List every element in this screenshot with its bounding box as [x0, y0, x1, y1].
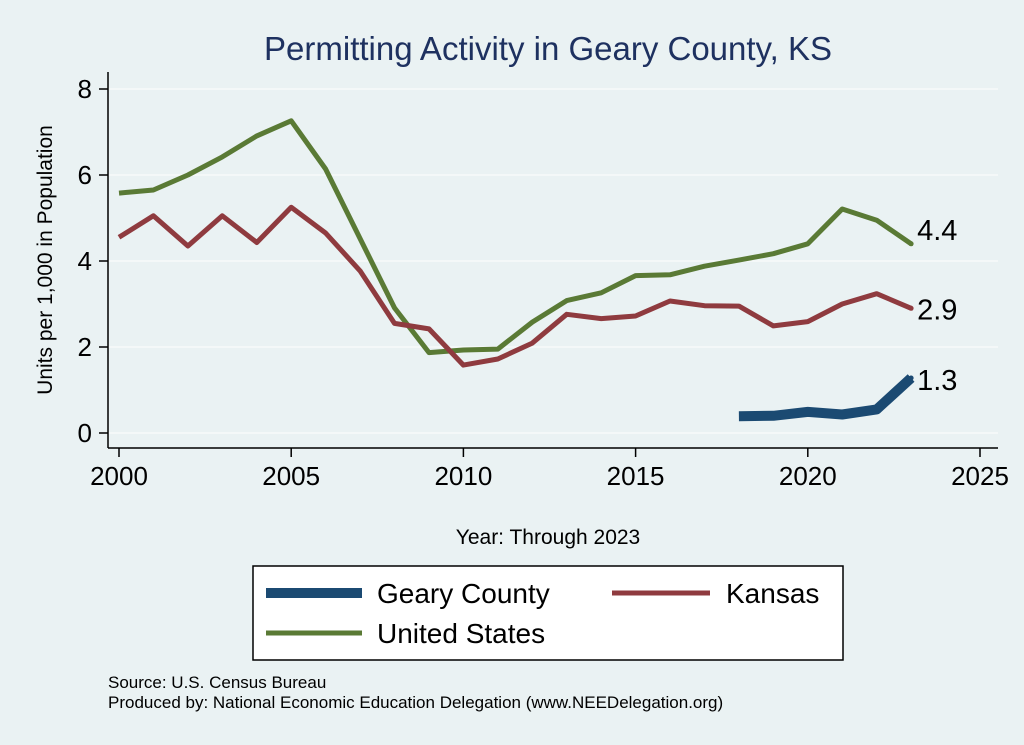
end-label-kansas: 2.9 [917, 294, 957, 326]
gridlines [108, 88, 998, 434]
ticks: 0 2 4 6 8 2000 2005 2010 2015 2020 2025 [78, 74, 1009, 491]
legend-label-kansas: Kansas [726, 578, 819, 609]
x-tick-label: 2010 [434, 461, 492, 491]
y-tick-label: 0 [78, 418, 92, 448]
source-note: Source: U.S. Census Bureau [108, 673, 326, 692]
y-tick-label: 6 [78, 160, 92, 190]
end-label-geary-county: 1.3 [917, 365, 957, 397]
series-lines [117, 118, 915, 422]
axes [107, 72, 998, 449]
y-tick-label: 2 [78, 332, 92, 362]
series-line-geary-county [738, 374, 915, 422]
y-tick-label: 4 [78, 246, 92, 276]
legend: Geary County Kansas United States [252, 565, 844, 661]
series-line-united-states [118, 118, 913, 356]
x-tick-label: 2005 [262, 461, 320, 491]
x-tick-label: 2020 [779, 461, 837, 491]
legend-label-united-states: United States [377, 618, 545, 649]
legend-box [252, 565, 844, 661]
end-marker-kansas [908, 305, 914, 311]
producer-note: Produced by: National Economic Education… [108, 693, 723, 712]
x-tick-label: 2025 [951, 461, 1009, 491]
end-label-united-states: 4.4 [917, 215, 957, 247]
y-tick-label: 8 [78, 74, 92, 104]
end-marker-geary-county [908, 375, 914, 381]
x-axis-title: Year: Through 2023 [456, 526, 641, 549]
chart-title: Permitting Activity in Geary County, KS [264, 30, 832, 67]
legend-label-geary-county: Geary County [377, 578, 550, 609]
end-marker-united-states [908, 241, 914, 247]
end-labels: 4.4 2.9 1.3 [917, 215, 957, 397]
x-tick-label: 2000 [90, 461, 148, 491]
y-axis-title: Units per 1,000 in Population [34, 125, 57, 395]
x-tick-label: 2015 [607, 461, 665, 491]
series-line-kansas [117, 204, 913, 368]
